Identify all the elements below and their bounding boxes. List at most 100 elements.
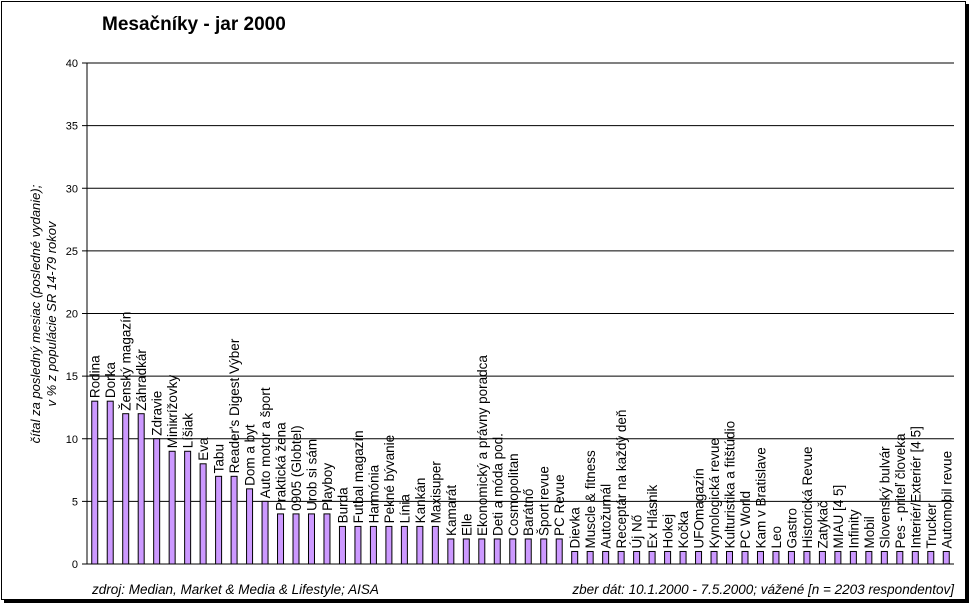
category-label: Kynologická revue (707, 438, 722, 548)
category-label: Mobil (862, 516, 877, 548)
bar (215, 475, 223, 565)
bar (91, 400, 99, 565)
bar (246, 488, 254, 565)
category-label: Pekné bývanie (382, 435, 397, 524)
category-label: Slovenský bulvár (877, 446, 892, 549)
bar (153, 438, 161, 565)
y-tick-label: 20 (66, 309, 78, 321)
category-label: Urob si sám (304, 439, 319, 511)
bar (648, 550, 656, 565)
category-label: Šport revue (537, 466, 552, 536)
category-label: Kočka (676, 510, 691, 548)
category-label: Historická Revue (800, 446, 815, 548)
category-label: Receptár na každý deň (614, 410, 629, 549)
category-label: Ekonomický a právny poradca (475, 355, 490, 536)
category-label: Autožurnál (599, 484, 614, 549)
y-tick-label: 35 (66, 121, 78, 133)
category-label: Barátnő (521, 489, 536, 536)
bar (478, 538, 486, 565)
bar (354, 525, 362, 565)
bar (741, 550, 749, 565)
category-label: Rodina (88, 355, 103, 398)
category-label: Kam v Bratislave (753, 447, 768, 548)
bar (602, 550, 610, 565)
category-label: Cosmopolitan (506, 453, 521, 536)
category-label: Dorka (103, 362, 118, 399)
category-label: MIAU [4 5] (831, 485, 846, 549)
category-label: Dievka (568, 507, 583, 549)
category-label: Interiér/Exteriér [4 5] (908, 426, 923, 548)
bar (679, 550, 687, 565)
bar (447, 538, 455, 565)
category-label: Burda (335, 487, 350, 524)
category-label: Dom a byt (243, 424, 258, 486)
category-label: Új Nő (630, 515, 645, 549)
bar (292, 513, 300, 565)
category-label: Praktická žena (274, 422, 289, 511)
category-label: Leo (769, 526, 784, 549)
category-label: PC Revue (552, 474, 567, 536)
bar (695, 550, 703, 565)
axes (86, 63, 954, 565)
bar (307, 513, 315, 565)
bar (896, 550, 904, 565)
bar (493, 538, 501, 565)
bar (462, 538, 470, 565)
bar (137, 413, 145, 565)
category-label: Zatykač (815, 501, 830, 549)
bar (726, 550, 734, 565)
bar (122, 413, 130, 565)
gridlines (87, 62, 954, 502)
category-label: Línia (397, 494, 412, 524)
bar (277, 513, 285, 565)
y-axis-label-line2: v % z populácie SR 14-79 rokov (44, 220, 59, 406)
category-label: Pes - priteľ človeka (893, 433, 908, 548)
category-label: Ex Hlásnik (645, 484, 660, 548)
bar (323, 513, 331, 565)
bars (91, 400, 950, 565)
chart-title: Mesačníky - jar 2000 (102, 14, 286, 35)
category-label: Automobil revue (939, 451, 954, 549)
bar (571, 550, 579, 565)
y-tick-label: 5 (72, 496, 78, 508)
bar (416, 525, 424, 565)
bar (849, 550, 857, 565)
category-label: Záhradkár (134, 349, 149, 411)
y-tick-label: 30 (66, 183, 78, 195)
bar (664, 550, 672, 565)
source-note: zdroj: Median, Market & Media & Lifestyl… (91, 582, 379, 597)
category-label: Eva (196, 437, 211, 461)
category-label: Zdravie (150, 391, 165, 436)
category-label: Ženský magazín (119, 312, 134, 411)
category-label: UFOmagazín (692, 468, 707, 548)
bar (617, 550, 625, 565)
bar (942, 550, 950, 565)
y-tick-label: 25 (66, 246, 78, 258)
category-label: Harmónia (366, 464, 381, 523)
category-label: Gastro (784, 508, 799, 549)
category-label: Kulturistika a fitštúdio (723, 421, 738, 549)
bar (261, 500, 269, 565)
category-label: Deti a móda pod. (490, 433, 505, 536)
bar (834, 550, 842, 565)
bar (710, 550, 718, 565)
bar (199, 463, 207, 565)
bar (184, 450, 192, 565)
y-axis-label-line1: čítal za posledný mesiac (posledné vydan… (28, 184, 43, 443)
bar (586, 550, 594, 565)
bar (369, 525, 377, 565)
bar (756, 550, 764, 565)
category-label: Hokej (661, 514, 676, 549)
category-label: Infinity (846, 509, 861, 548)
category-label: Kankán (413, 478, 428, 524)
bar (524, 538, 532, 565)
y-tick-label: 15 (66, 371, 78, 383)
bar (818, 550, 826, 565)
bar (633, 550, 641, 565)
bar (803, 550, 811, 565)
bar (106, 400, 114, 565)
y-tick-label: 0 (72, 559, 78, 571)
bar (168, 450, 176, 565)
category-label: Miniкrížovky (165, 375, 180, 449)
